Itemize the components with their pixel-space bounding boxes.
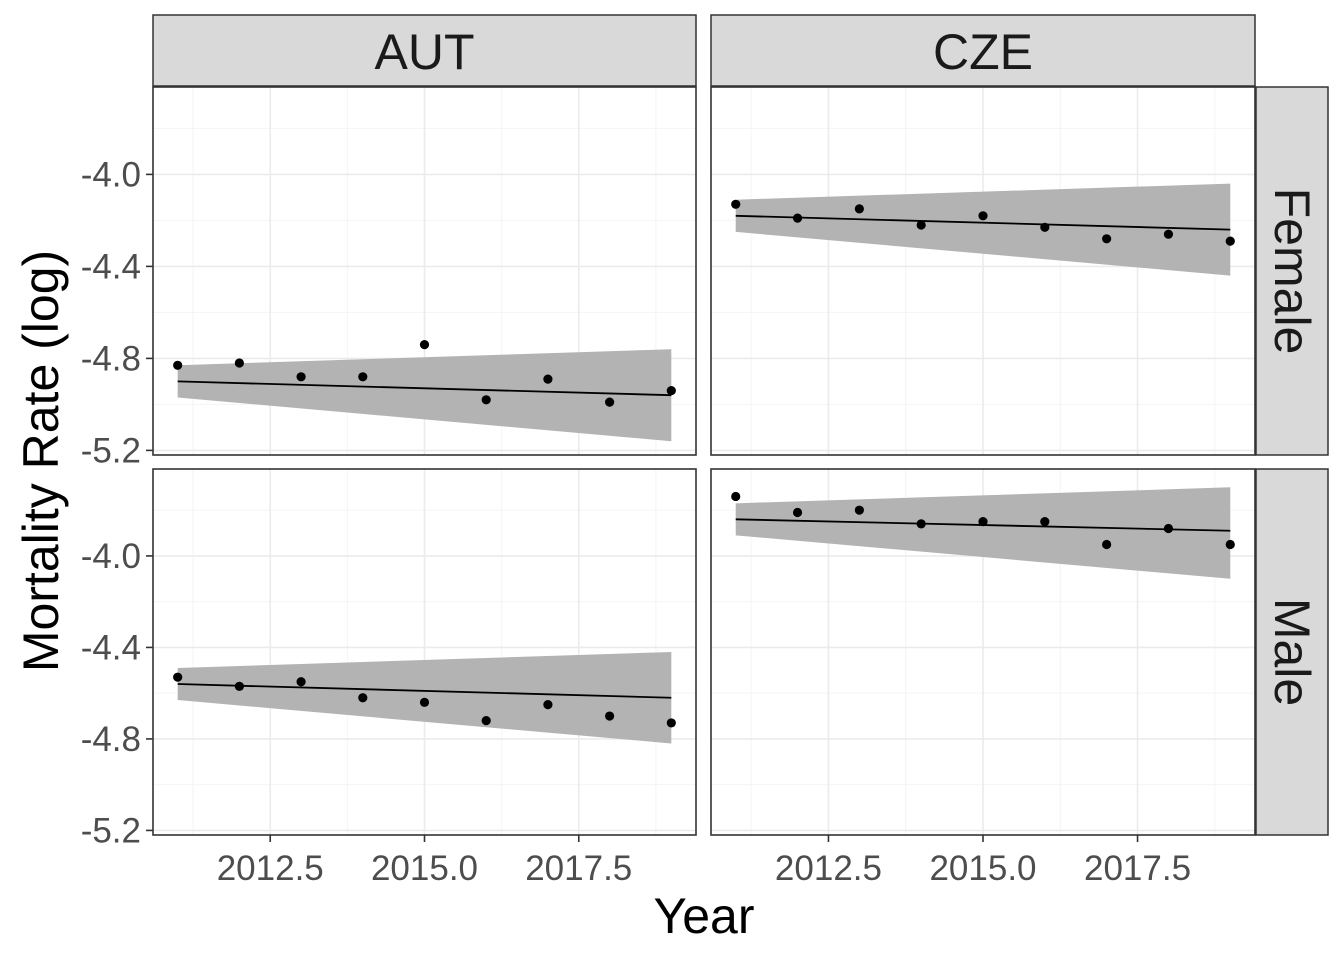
data-point — [605, 397, 615, 407]
strip-row-female — [1255, 86, 1329, 456]
strip-label-cze: CZE — [933, 24, 1033, 80]
data-point — [978, 211, 988, 221]
strip-label-female: Female — [1264, 188, 1320, 355]
data-point — [605, 711, 615, 721]
data-point — [916, 220, 926, 230]
data-point — [1102, 234, 1112, 244]
data-point — [543, 374, 553, 384]
data-point — [419, 340, 430, 350]
data-point — [358, 372, 368, 382]
data-point — [792, 507, 803, 518]
y-tick-label: -4.4 — [81, 628, 141, 667]
panel-cze-male — [710, 468, 1256, 836]
data-point — [296, 677, 306, 687]
y-tick-label: -4.0 — [81, 537, 141, 576]
chart-axes: -4.0 -4.4 -4.8 -5.2 -4.0 -4.4 -4.8 -5.2 2012.5 20… — [81, 155, 1191, 888]
strip-col-aut — [152, 14, 697, 87]
x-tick-label: 2015.0 — [371, 849, 478, 888]
panel-aut-female — [152, 86, 697, 456]
data-point — [543, 700, 553, 710]
y-tick-label: -5.2 — [81, 811, 141, 850]
x-tick-label: 2017.5 — [525, 849, 632, 888]
x-tick-label: 2017.5 — [1084, 849, 1191, 888]
data-point — [1040, 222, 1050, 232]
data-point — [731, 491, 741, 502]
data-point — [1102, 539, 1112, 550]
x-tick-label: 2012.5 — [775, 849, 882, 888]
strip-label-male: Male — [1264, 598, 1320, 706]
panel-aut-male — [152, 468, 697, 836]
chart-panels — [152, 86, 1256, 836]
data-point — [854, 505, 864, 515]
x-axis-title: Year — [653, 888, 754, 944]
x-tick-label: 2015.0 — [929, 849, 1036, 888]
data-point — [234, 358, 244, 368]
data-point — [358, 693, 368, 703]
data-point — [731, 199, 741, 209]
strip-row-male — [1255, 468, 1329, 836]
data-point — [854, 204, 864, 214]
y-axis-title: Mortality Rate (log) — [13, 250, 69, 672]
data-point — [792, 213, 803, 223]
y-tick-label: -4.8 — [81, 339, 141, 378]
data-point — [173, 360, 183, 370]
fit-line — [735, 214, 1231, 231]
data-point — [1163, 229, 1174, 239]
data-point — [234, 681, 244, 691]
fit-line — [177, 380, 672, 397]
data-point — [173, 672, 183, 682]
panel-border — [710, 86, 1256, 456]
data-point — [916, 519, 926, 529]
panel-cze-female — [710, 86, 1256, 456]
data-point — [481, 395, 491, 405]
x-tick-label: 2012.5 — [217, 849, 324, 888]
y-tick-label: -5.2 — [81, 431, 141, 470]
fit-line — [177, 683, 672, 699]
strip-col-cze — [710, 14, 1256, 87]
data-point — [1040, 517, 1050, 527]
data-point — [1225, 236, 1235, 246]
data-point — [296, 372, 306, 382]
data-point — [1225, 539, 1235, 550]
panel-border — [152, 86, 697, 456]
data-point — [666, 718, 676, 728]
strip-label-aut: AUT — [375, 24, 475, 80]
data-point — [1163, 523, 1174, 534]
data-point — [481, 716, 491, 726]
data-point — [978, 517, 988, 527]
y-tick-label: -4.8 — [81, 720, 141, 759]
data-point — [419, 697, 430, 707]
y-tick-label: -4.4 — [81, 247, 141, 286]
data-point — [666, 386, 676, 396]
y-tick-label: -4.0 — [81, 155, 141, 194]
